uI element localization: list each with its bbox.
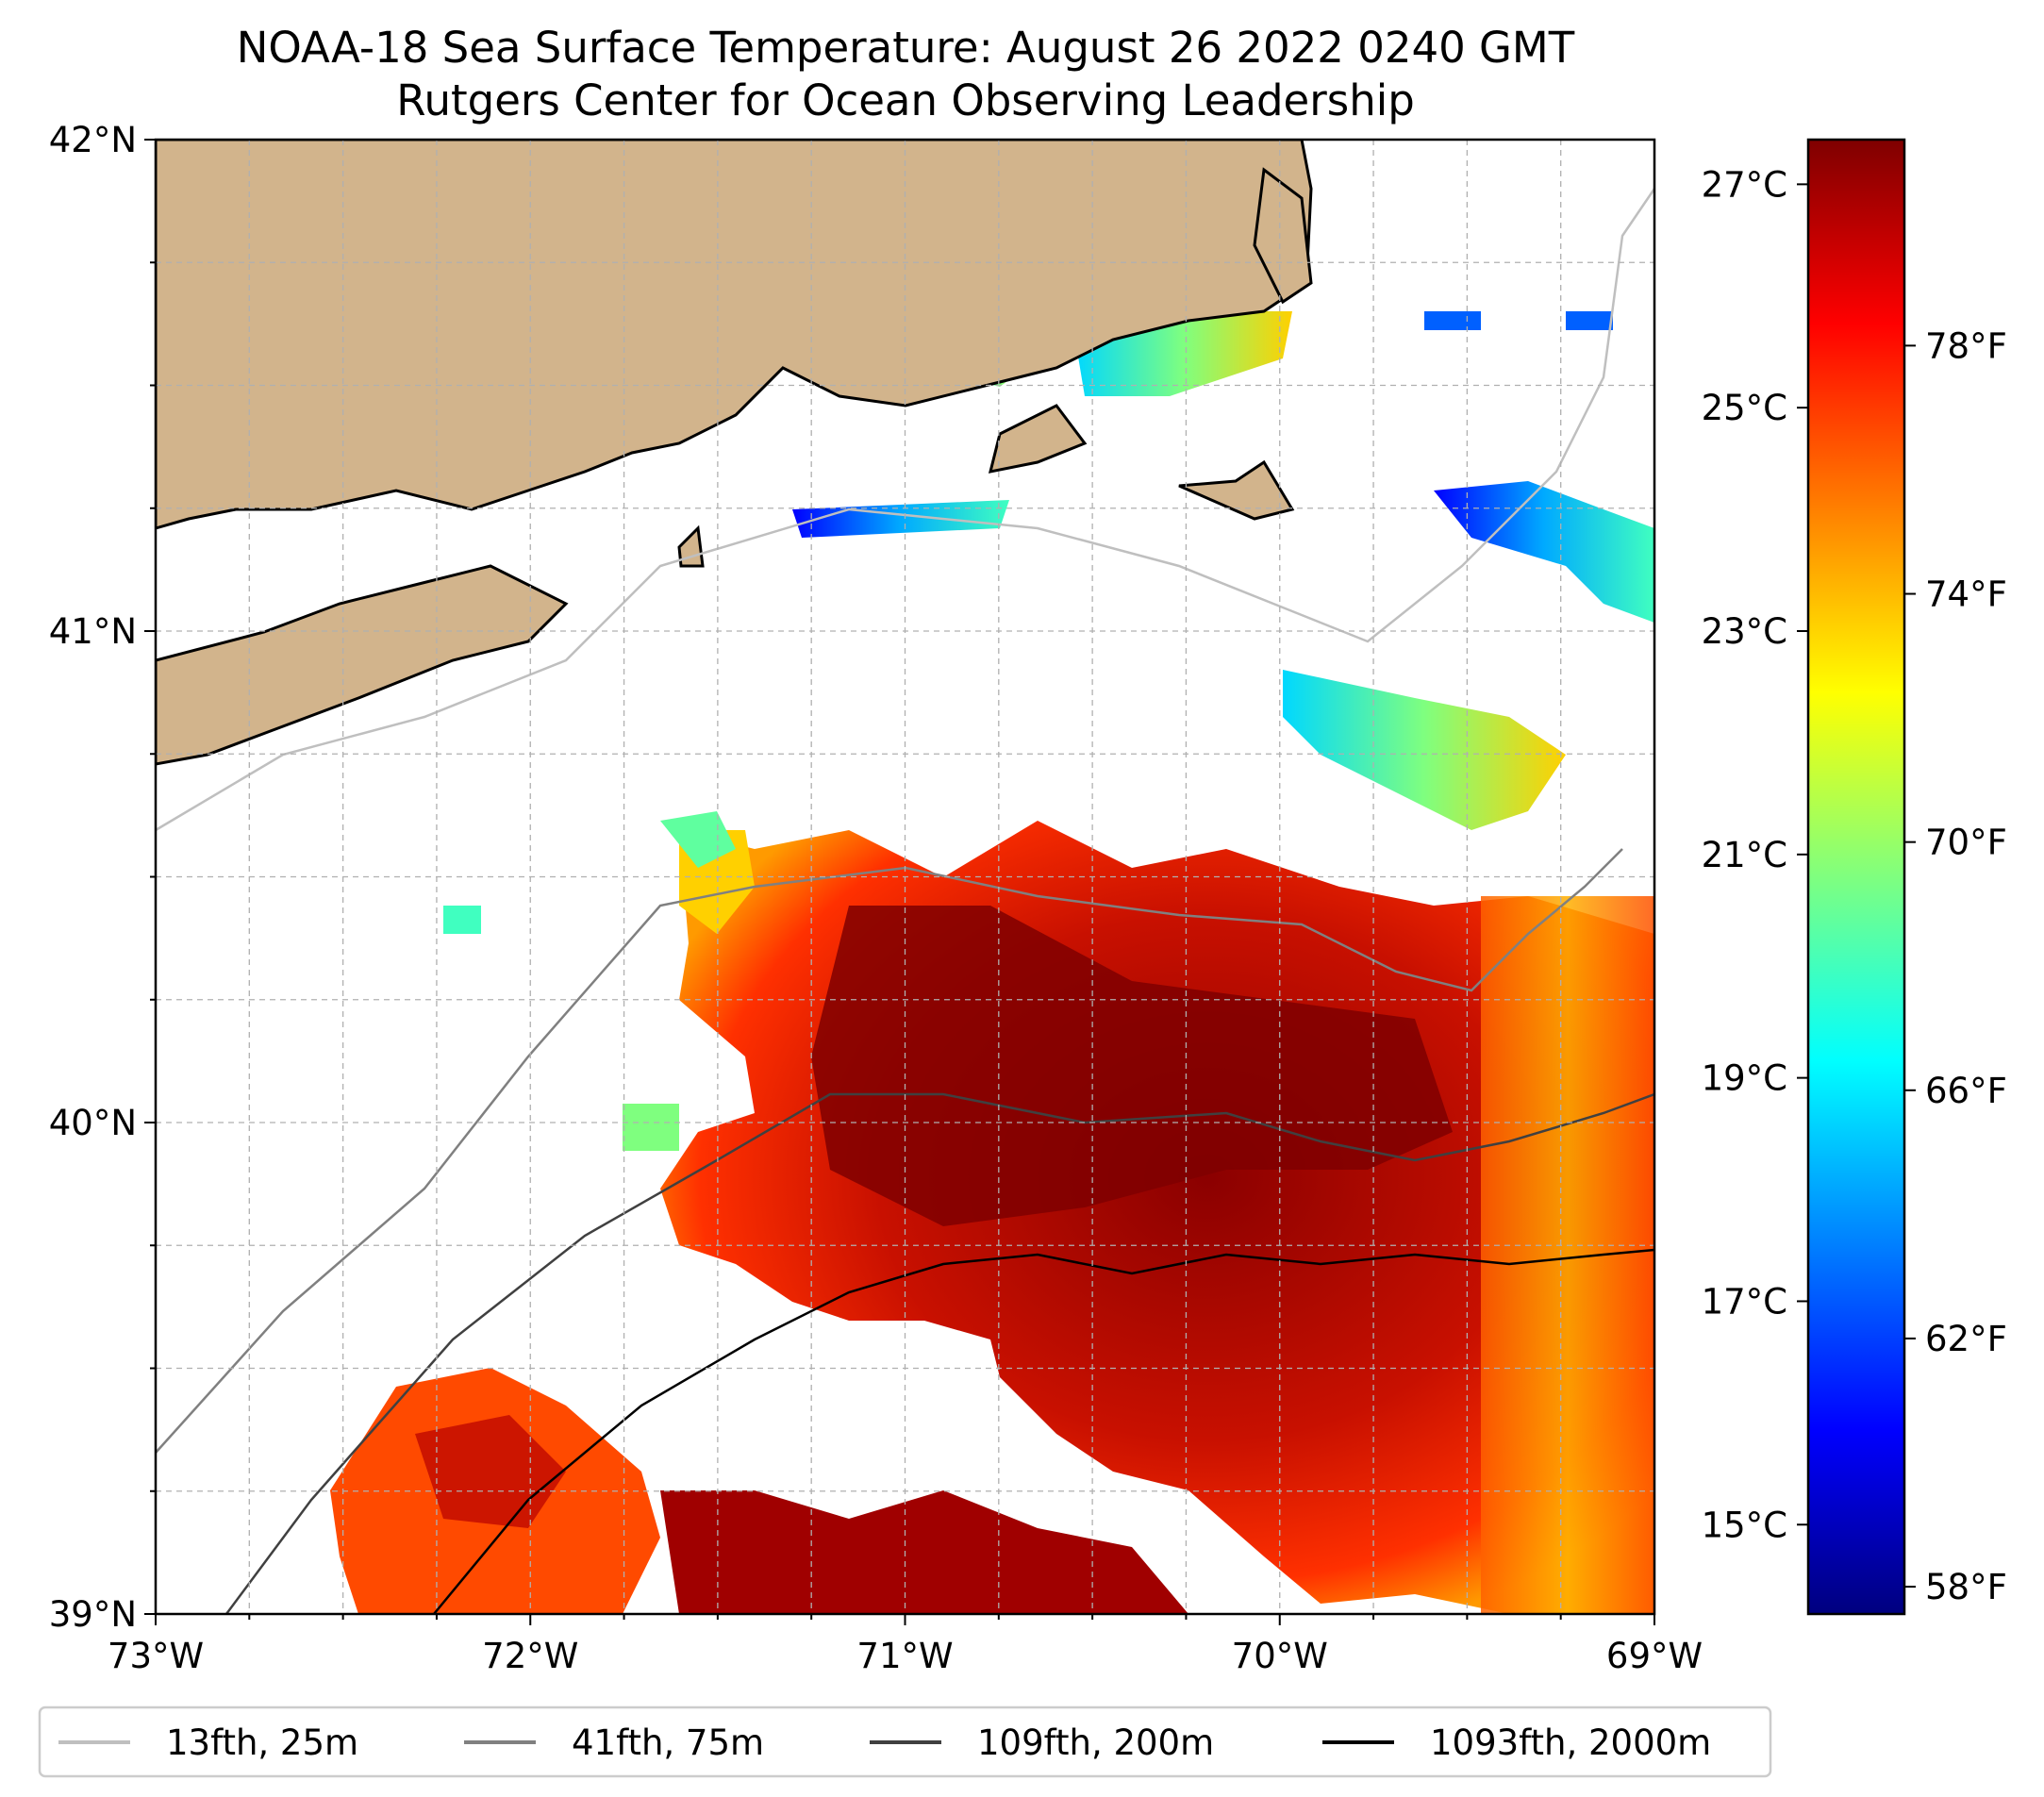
lon-tick-label: 72°W bbox=[482, 1636, 578, 1676]
legend-item: 109fth, 200m bbox=[870, 1722, 1214, 1763]
land-layer bbox=[156, 140, 1313, 766]
colorbar-fahrenheit-axis: 78°F 74°F 70°F 66°F 62°F 58°F bbox=[1904, 325, 2007, 1607]
legend-label: 109fth, 200m bbox=[977, 1722, 1214, 1763]
longitude-axis: 73°W 72°W 71°W 70°W 69°W bbox=[108, 1614, 1703, 1676]
celsius-tick-label: 25°C bbox=[1702, 388, 1787, 428]
lon-tick-label: 71°W bbox=[856, 1636, 953, 1676]
legend-item: 13fth, 25m bbox=[58, 1722, 358, 1763]
celsius-tick-label: 21°C bbox=[1702, 835, 1787, 875]
colorbar: 27°C 25°C 23°C 21°C 19°C 17°C 15°C 78°F 74°F 70°… bbox=[1702, 138, 2007, 1616]
fahrenheit-tick-label: 74°F bbox=[1925, 574, 2007, 615]
map-title-line-1: NOAA-18 Sea Surface Temperature: August … bbox=[237, 23, 1575, 73]
map-area bbox=[156, 140, 1654, 1614]
sst-small-patch bbox=[443, 906, 481, 934]
lat-tick-label: 39°N bbox=[49, 1594, 137, 1635]
lat-tick-label: 40°N bbox=[49, 1103, 137, 1143]
sst-small-patch bbox=[623, 1104, 679, 1151]
nantucket bbox=[1178, 459, 1295, 521]
sst-small-patch bbox=[1566, 311, 1613, 330]
colorbar-celsius-axis: 27°C 25°C 23°C 21°C 19°C 17°C 15°C bbox=[1702, 164, 1808, 1545]
celsius-tick-label: 17°C bbox=[1702, 1281, 1787, 1322]
legend-item: 1093fth, 2000m bbox=[1322, 1722, 1711, 1763]
sst-data-layer bbox=[330, 302, 1654, 1614]
contour-25m bbox=[156, 188, 1654, 832]
lon-tick-label: 70°W bbox=[1232, 1636, 1328, 1676]
colorbar-gradient bbox=[1806, 138, 1906, 1616]
legend-label: 13fth, 25m bbox=[166, 1722, 358, 1763]
celsius-tick-label: 27°C bbox=[1702, 164, 1787, 205]
marthas-vineyard bbox=[988, 404, 1088, 474]
sst-small-patch bbox=[1424, 311, 1481, 330]
legend-label: 41fth, 75m bbox=[572, 1722, 764, 1763]
bathymetry-contours bbox=[156, 188, 1654, 1614]
celsius-tick-label: 19°C bbox=[1702, 1058, 1787, 1099]
latitude-axis: 42°N 41°N 40°N 39°N bbox=[49, 120, 156, 1635]
sst-hot-core bbox=[811, 906, 1453, 1226]
contour-200m bbox=[224, 1092, 1654, 1614]
lon-tick-label: 69°W bbox=[1606, 1636, 1703, 1676]
celsius-tick-label: 15°C bbox=[1702, 1505, 1787, 1545]
lon-tick-label: 73°W bbox=[108, 1636, 204, 1676]
sst-green-fringe bbox=[660, 811, 736, 868]
contour-2000m bbox=[433, 1248, 1654, 1614]
contour-75m bbox=[156, 848, 1623, 1454]
sst-coastal-patch-4 bbox=[1434, 481, 1654, 623]
fahrenheit-tick-label: 78°F bbox=[1925, 325, 2007, 366]
fahrenheit-tick-label: 62°F bbox=[1925, 1319, 2007, 1359]
celsius-tick-label: 23°C bbox=[1702, 611, 1787, 652]
map-title-line-2: Rutgers Center for Ocean Observing Leade… bbox=[396, 75, 1415, 125]
fahrenheit-tick-label: 66°F bbox=[1925, 1071, 2007, 1111]
contour-legend: 13fth, 25m 41fth, 75m 109fth, 200m 1093fth,… bbox=[38, 1705, 1772, 1778]
long-island bbox=[156, 564, 569, 766]
fahrenheit-tick-label: 70°F bbox=[1925, 823, 2007, 863]
legend-item: 41fth, 75m bbox=[464, 1722, 764, 1763]
map-gridlines bbox=[156, 140, 1654, 1614]
legend-label: 1093fth, 2000m bbox=[1430, 1722, 1711, 1763]
lat-tick-label: 42°N bbox=[49, 120, 137, 160]
lat-tick-label: 41°N bbox=[49, 611, 137, 652]
fahrenheit-tick-label: 58°F bbox=[1925, 1567, 2007, 1607]
sst-east-band bbox=[1481, 896, 1654, 1614]
sst-south-band bbox=[660, 1490, 1188, 1614]
cape-cod bbox=[1253, 167, 1313, 305]
sst-northeast-patch bbox=[1283, 670, 1566, 830]
mainland bbox=[156, 140, 1313, 530]
